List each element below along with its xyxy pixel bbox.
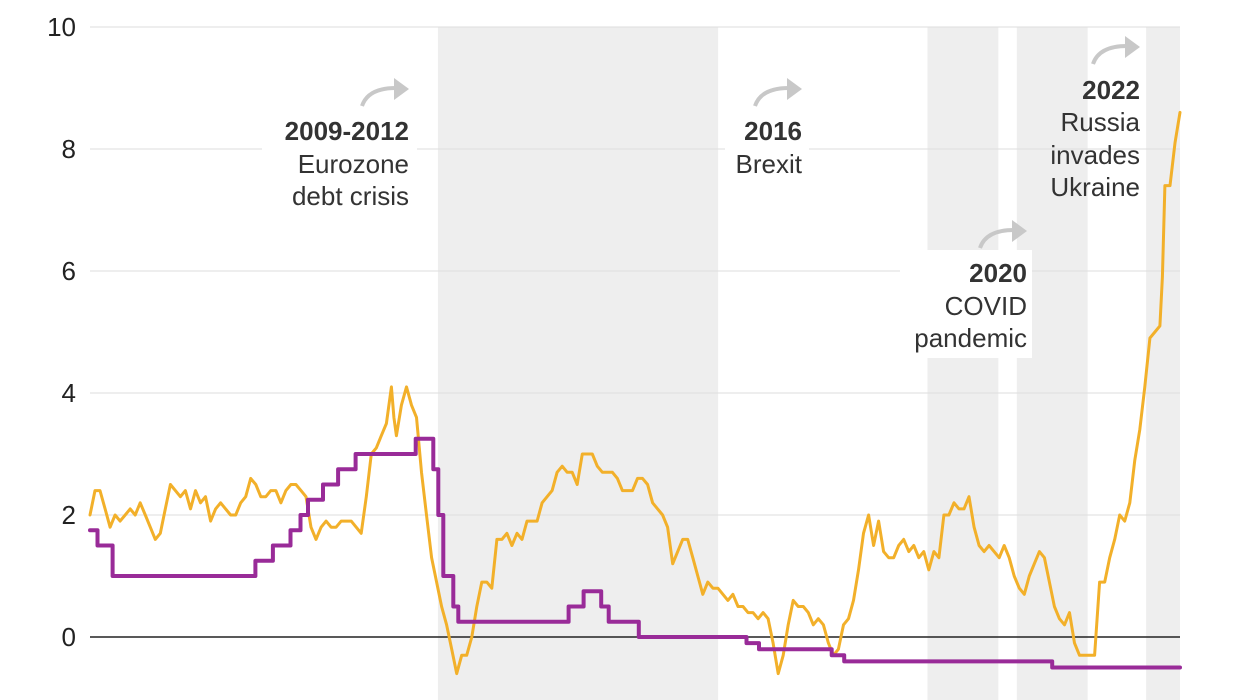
arrow-icon	[1091, 44, 1128, 65]
annotation-brexit-line-1: Brexit	[736, 149, 803, 179]
annotation-ukraine: 2022 Russia invades Ukraine	[1050, 36, 1141, 202]
shaded-period-0	[437, 27, 719, 700]
arrow-icon	[360, 86, 397, 107]
y-axis-ticks: 10 8 6 4 2 0	[47, 12, 76, 652]
series-lines	[88, 110, 1182, 676]
annotation-brexit-year: 2016	[744, 116, 802, 146]
y-tick-label-6: 6	[62, 256, 76, 286]
y-tick-label-2: 2	[62, 500, 76, 530]
annotation-brexit-background	[725, 110, 809, 182]
series-line-inflation	[88, 110, 1182, 676]
y-tick-label-8: 8	[62, 134, 76, 164]
shaded-period-3	[1146, 27, 1180, 700]
shaded-period-2	[1016, 27, 1088, 700]
annotation-eurozone-line-2: debt crisis	[292, 181, 409, 211]
annotation-eurozone-year: 2009-2012	[285, 116, 409, 146]
annotation-ukraine-line-2: invades	[1050, 140, 1140, 170]
annotation-covid: 2020 COVID pandemic	[900, 220, 1032, 358]
annotation-ukraine-line-1: Russia	[1061, 107, 1141, 137]
annotation-eurozone-background	[262, 108, 417, 216]
arrow-head-icon	[787, 78, 802, 100]
arrow-icon	[753, 86, 790, 107]
annotation-eurozone: 2009-2012 Eurozone debt crisis	[262, 78, 417, 216]
y-tick-label-0: 0	[62, 622, 76, 652]
annotation-ukraine-line-3: Ukraine	[1050, 172, 1140, 202]
annotation-brexit: 2016 Brexit	[725, 78, 809, 182]
annotation-ukraine-year: 2022	[1082, 75, 1140, 105]
arrow-head-icon	[1125, 36, 1140, 58]
arrow-head-icon	[394, 78, 409, 100]
series-line-rate	[88, 436, 1182, 670]
y-tick-label-4: 4	[62, 378, 76, 408]
annotation-covid-background	[900, 250, 1032, 358]
arrow-icon	[978, 228, 1015, 249]
shaded-period-1	[927, 27, 999, 700]
y-tick-label-10: 10	[47, 12, 76, 42]
annotation-eurozone-line-1: Eurozone	[298, 149, 409, 179]
annotation-covid-year: 2020	[969, 258, 1027, 288]
annotation-covid-line-1: COVID	[945, 291, 1027, 321]
arrow-head-icon	[1012, 220, 1027, 242]
annotation-covid-line-2: pandemic	[914, 323, 1027, 353]
